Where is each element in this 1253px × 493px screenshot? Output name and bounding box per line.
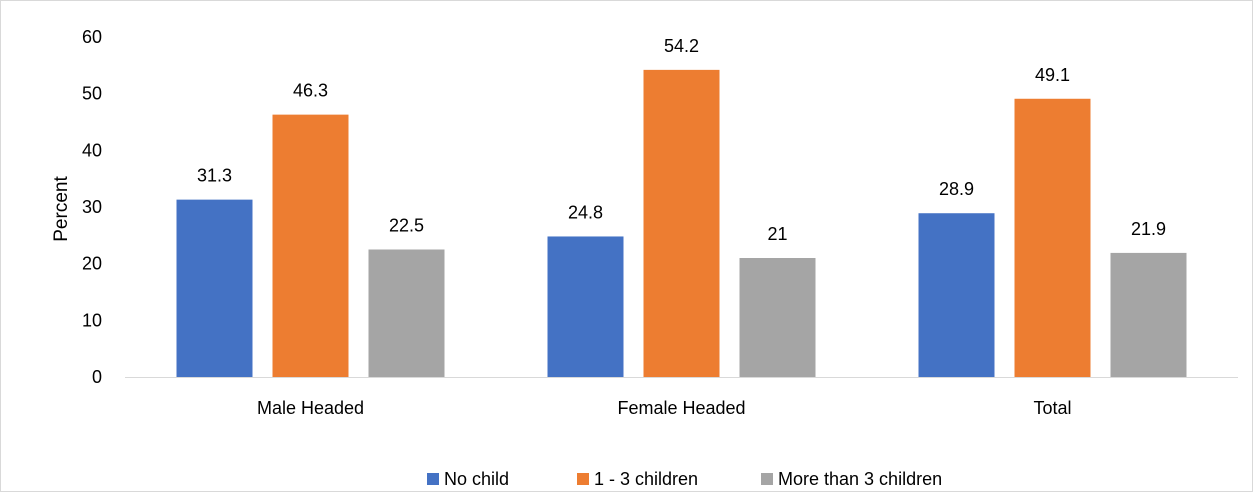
y-tick-label: 60 [82,27,102,47]
legend: No child 1 - 3 children More than 3 childr… [427,469,942,489]
category-label: Male Headed [257,398,364,418]
y-tick-label: 30 [82,197,102,217]
legend-label: 1 - 3 children [594,469,698,489]
data-label: 31.3 [197,166,232,186]
bar [547,236,624,377]
category-labels: Male Headed Female Headed Total [257,398,1072,418]
data-label: 46.3 [293,81,328,101]
legend-label: No child [444,469,509,489]
y-tick-label: 40 [82,140,102,160]
data-label: 54.2 [664,36,699,56]
category-label: Total [1033,398,1071,418]
legend-label: More than 3 children [778,469,942,489]
legend-swatch [761,473,773,485]
bar [643,69,720,377]
y-axis-label: Percent [51,176,72,242]
data-label: 21 [767,224,787,244]
data-labels: 31.3 46.3 22.5 24.8 54.2 21 28.9 49.1 21.9 [197,36,1166,244]
bar [739,258,816,377]
bar [1014,98,1091,378]
category-label: Female Headed [617,398,745,418]
data-label: 22.5 [389,216,424,236]
bar [176,199,253,377]
data-label: 24.8 [568,202,603,222]
y-tick-label: 50 [82,84,102,104]
data-label: 49.1 [1035,65,1070,85]
bar [272,114,349,377]
y-tick-label: 10 [82,310,102,330]
legend-swatch [577,473,589,485]
bar [1110,252,1187,377]
bar [368,249,445,377]
data-label: 21.9 [1131,219,1166,239]
y-tick-label: 20 [82,254,102,274]
data-label: 28.9 [939,179,974,199]
y-axis-ticks: 0 10 20 30 40 50 60 [82,27,102,387]
bars [176,69,1187,378]
y-tick-label: 0 [92,367,102,387]
legend-swatch [427,473,439,485]
bar [918,213,995,377]
